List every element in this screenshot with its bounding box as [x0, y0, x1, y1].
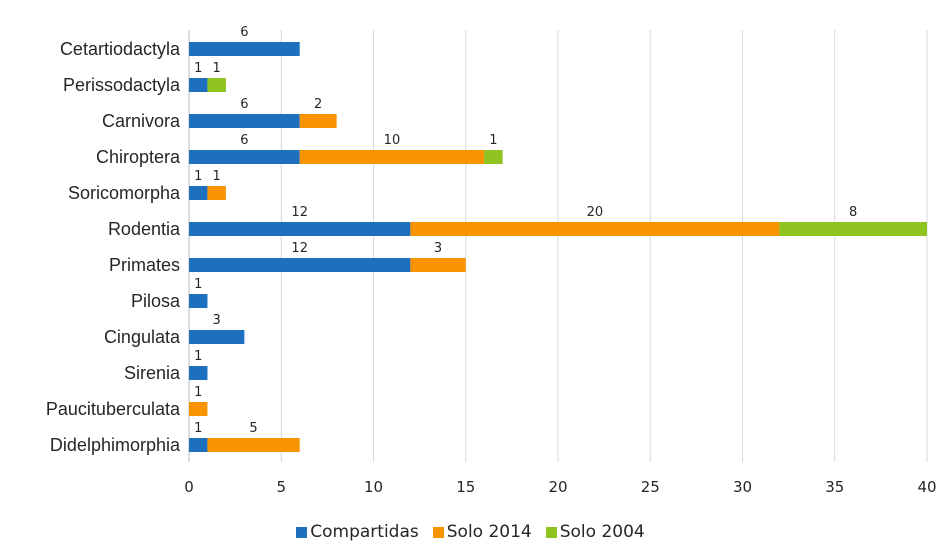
- data-label: 12: [291, 241, 308, 256]
- category-label: Sirenia: [124, 363, 181, 383]
- data-label: 1: [194, 385, 202, 400]
- x-tick-label: 0: [184, 478, 194, 496]
- bar-compartidas: [189, 366, 208, 380]
- legend-label: Solo 2014: [446, 522, 532, 542]
- bar-compartidas: [189, 294, 208, 308]
- bar-solo-2014: [299, 114, 337, 128]
- data-label: 6: [240, 133, 248, 148]
- bar-compartidas: [189, 42, 300, 56]
- x-tick-label: 30: [733, 478, 752, 496]
- data-label: 3: [213, 313, 221, 328]
- bar-compartidas: [189, 438, 208, 452]
- bar-compartidas: [189, 186, 208, 200]
- category-label: Rodentia: [108, 219, 181, 239]
- category-label: Carnivora: [102, 111, 181, 131]
- category-label: Soricomorpha: [68, 183, 181, 203]
- x-tick-labels: 0 5 10 15 20 25 30 35 40: [184, 478, 936, 496]
- data-label: 1: [194, 169, 202, 184]
- data-label: 1: [194, 61, 202, 76]
- data-label: 8: [849, 205, 857, 220]
- data-label: 3: [434, 241, 442, 256]
- data-label: 1: [489, 133, 497, 148]
- data-label: 20: [587, 205, 604, 220]
- bar-compartidas: [189, 222, 411, 236]
- bar-solo-2014: [207, 438, 300, 452]
- legend-swatch: [545, 526, 557, 538]
- bar-solo-2004: [207, 78, 226, 92]
- legend: Compartidas Solo 2014 Solo 2004: [0, 522, 941, 542]
- bar-compartidas: [189, 78, 208, 92]
- category-label: Didelphimorphia: [50, 435, 181, 455]
- bar-solo-2014: [189, 402, 208, 416]
- legend-label: Compartidas: [310, 522, 419, 542]
- bar-solo-2014: [207, 186, 226, 200]
- category-label: Cetartiodactyla: [60, 39, 181, 59]
- data-label: 6: [240, 25, 248, 40]
- data-label: 5: [249, 421, 257, 436]
- category-label: Paucituberculata: [46, 399, 181, 419]
- x-tick-label: 20: [548, 478, 567, 496]
- category-label: Primates: [109, 255, 180, 275]
- data-label: 1: [194, 277, 202, 292]
- bar-solo-2014: [410, 222, 780, 236]
- x-tick-label: 25: [641, 478, 660, 496]
- bar-compartidas: [189, 258, 411, 272]
- legend-label: Solo 2004: [559, 522, 645, 542]
- x-tick-label: 40: [917, 478, 936, 496]
- bar-solo-2004: [484, 150, 503, 164]
- data-label: 10: [384, 133, 401, 148]
- legend-item: Solo 2014: [432, 522, 532, 542]
- bar-compartidas: [189, 114, 300, 128]
- x-tick-label: 5: [276, 478, 286, 496]
- bar-compartidas: [189, 330, 245, 344]
- legend-swatch: [296, 526, 308, 538]
- bar-solo-2014: [410, 258, 466, 272]
- data-label: 6: [240, 97, 248, 112]
- data-label: 1: [194, 349, 202, 364]
- category-label: Chiroptera: [96, 147, 181, 167]
- x-tick-label: 10: [364, 478, 383, 496]
- data-label: 1: [213, 61, 221, 76]
- data-label: 12: [291, 205, 308, 220]
- gridlines: [188, 30, 928, 462]
- legend-swatch: [432, 526, 444, 538]
- bar-solo-2014: [299, 150, 485, 164]
- data-label: 2: [314, 97, 322, 112]
- category-label: Cingulata: [104, 327, 181, 347]
- legend-item: Compartidas: [296, 522, 419, 542]
- x-tick-label: 15: [456, 478, 475, 496]
- category-labels: Cetartiodactyla Perissodactyla Carnivora Ch…: [46, 39, 181, 455]
- legend-item: Solo 2004: [545, 522, 645, 542]
- bar-solo-2004: [779, 222, 927, 236]
- data-label: 1: [194, 421, 202, 436]
- data-label: 1: [213, 169, 221, 184]
- bars: [189, 42, 927, 452]
- x-tick-label: 35: [825, 478, 844, 496]
- category-label: Pilosa: [131, 291, 181, 311]
- category-label: Perissodactyla: [63, 75, 181, 95]
- bar-compartidas: [189, 150, 300, 164]
